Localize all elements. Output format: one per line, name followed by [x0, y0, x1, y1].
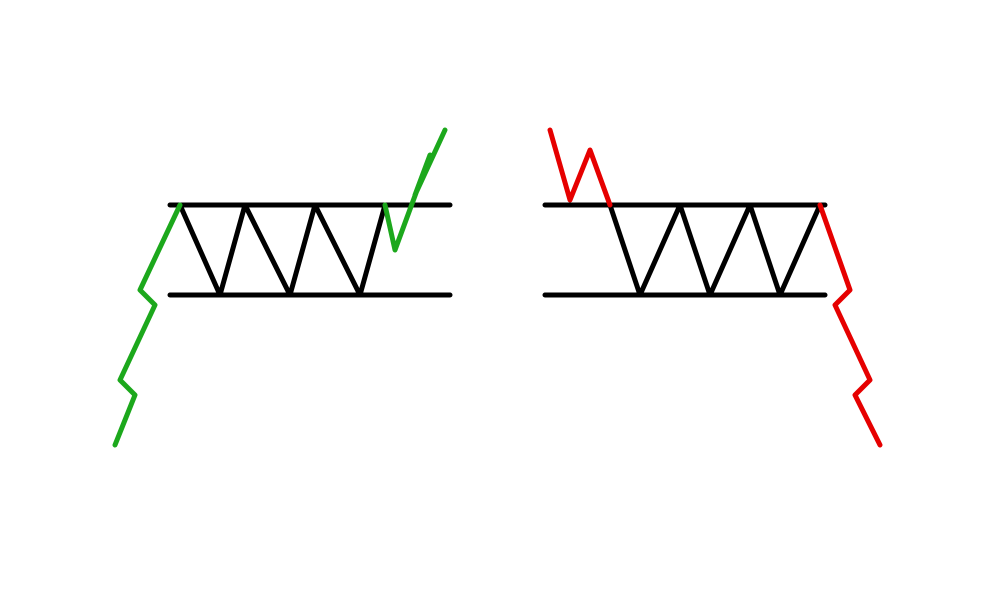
right-exit-line [820, 205, 880, 445]
left-exit-line [385, 130, 445, 250]
right-zigzag [610, 205, 820, 295]
bullish-pattern [115, 130, 450, 445]
left-entry-line [115, 205, 180, 445]
left-zigzag [180, 205, 385, 295]
chart-pattern-diagram [0, 0, 1000, 600]
bearish-pattern [545, 130, 880, 445]
right-entry-line [550, 130, 610, 205]
